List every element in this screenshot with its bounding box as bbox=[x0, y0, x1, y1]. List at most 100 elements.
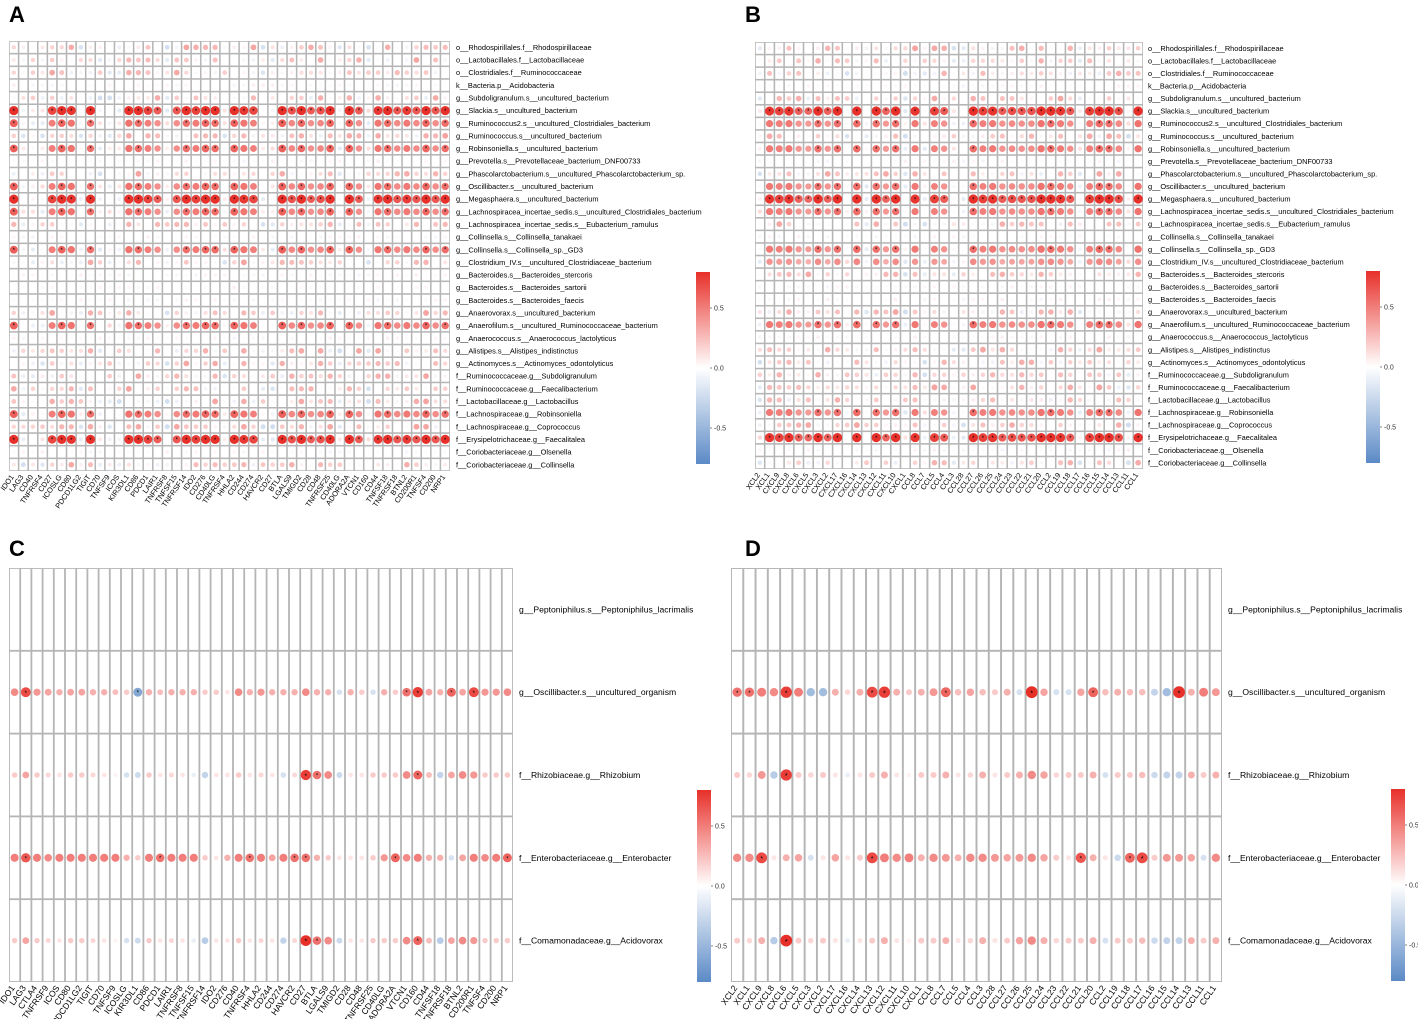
correlation-dot bbox=[146, 424, 150, 429]
correlation-dot bbox=[318, 285, 323, 290]
correlation-dot bbox=[212, 133, 218, 139]
significance-star: * bbox=[856, 147, 859, 153]
correlation-dot bbox=[229, 194, 239, 204]
correlation-dot bbox=[289, 348, 295, 354]
correlation-dot bbox=[280, 374, 285, 379]
correlation-dot bbox=[165, 95, 170, 101]
significance-star: * bbox=[89, 109, 92, 115]
correlation-dot bbox=[144, 182, 152, 190]
correlation-dot bbox=[999, 95, 1005, 102]
correlation-dot bbox=[222, 247, 227, 252]
correlation-dot bbox=[126, 310, 132, 316]
correlation-dot bbox=[57, 119, 66, 128]
correlation-dot bbox=[395, 133, 400, 139]
correlation-dot bbox=[145, 44, 151, 50]
correlation-dot bbox=[175, 336, 179, 340]
correlation-dot bbox=[117, 412, 121, 416]
correlation-dot bbox=[873, 58, 879, 64]
grid-cell bbox=[201, 294, 210, 306]
correlation-dot bbox=[146, 83, 150, 87]
correlation-dot bbox=[88, 399, 93, 404]
grid-cell bbox=[1046, 331, 1055, 343]
correlation-dot bbox=[173, 246, 181, 253]
correlation-dot bbox=[961, 58, 966, 63]
correlation-dot bbox=[337, 386, 342, 391]
correlation-dot bbox=[240, 144, 248, 153]
significance-star: * bbox=[214, 210, 217, 216]
correlation-dot bbox=[757, 71, 762, 76]
correlation-dot bbox=[78, 133, 84, 139]
correlation-dot bbox=[211, 144, 219, 153]
correlation-dot bbox=[317, 119, 324, 127]
correlation-dot bbox=[433, 386, 438, 392]
correlation-dot bbox=[413, 221, 420, 228]
grid-cell bbox=[441, 282, 450, 294]
correlation-dot bbox=[280, 57, 285, 63]
correlation-dot bbox=[774, 106, 784, 116]
grid-cell bbox=[1095, 281, 1104, 293]
correlation-dot bbox=[30, 247, 36, 252]
correlation-dot bbox=[307, 195, 315, 204]
correlation-dot bbox=[12, 298, 16, 302]
correlation-dot bbox=[125, 246, 133, 254]
correlation-dot bbox=[239, 194, 249, 204]
correlation-dot bbox=[213, 450, 217, 454]
correlation-dot bbox=[1087, 46, 1092, 51]
correlation-dot bbox=[135, 423, 142, 430]
correlation-dot bbox=[184, 83, 189, 87]
grid-cell bbox=[441, 67, 450, 79]
correlation-dot bbox=[932, 58, 937, 64]
correlation-dot bbox=[79, 298, 83, 303]
grid-cell bbox=[134, 383, 143, 395]
correlation-dot bbox=[1097, 96, 1102, 101]
correlation-dot bbox=[57, 410, 66, 418]
grid-cell bbox=[163, 282, 172, 294]
correlation-dot bbox=[443, 159, 447, 163]
correlation-dot bbox=[951, 58, 956, 63]
significance-star: * bbox=[300, 109, 303, 115]
correlation-dot bbox=[117, 260, 121, 265]
correlation-dot bbox=[317, 462, 324, 468]
colorbar-tick-label: -0.5 bbox=[714, 426, 726, 433]
grid-cell bbox=[48, 446, 57, 458]
grid-cell bbox=[278, 395, 287, 407]
correlation-dot bbox=[308, 44, 314, 51]
correlation-dot bbox=[902, 70, 908, 76]
correlation-dot bbox=[346, 70, 352, 76]
grid-cell bbox=[1095, 444, 1104, 456]
correlation-dot bbox=[107, 399, 112, 404]
correlation-dot bbox=[758, 134, 762, 138]
grid-cell bbox=[852, 293, 861, 305]
grid-cell bbox=[1124, 243, 1133, 255]
correlation-dot bbox=[222, 235, 227, 239]
correlation-dot bbox=[164, 221, 170, 227]
correlation-dot bbox=[884, 84, 888, 88]
grid-cell bbox=[1114, 55, 1123, 67]
grid-cell bbox=[422, 54, 431, 66]
grid-cell bbox=[794, 218, 803, 230]
correlation-dot bbox=[98, 450, 102, 454]
correlation-dot bbox=[200, 434, 211, 444]
correlation-dot bbox=[184, 273, 189, 277]
correlation-dot bbox=[366, 133, 371, 138]
correlation-dot bbox=[299, 310, 304, 316]
correlation-dot bbox=[375, 70, 381, 75]
significance-star: * bbox=[348, 109, 351, 115]
correlation-dot bbox=[117, 247, 122, 252]
correlation-dot bbox=[308, 399, 314, 404]
grid-cell bbox=[431, 256, 440, 268]
correlation-dot bbox=[88, 336, 93, 340]
correlation-dot bbox=[66, 194, 76, 204]
correlation-dot bbox=[1058, 46, 1063, 51]
correlation-dot bbox=[298, 133, 305, 139]
significance-star: * bbox=[387, 248, 390, 254]
correlation-dot bbox=[59, 235, 64, 239]
grid-cell bbox=[1046, 457, 1055, 469]
grid-cell bbox=[901, 331, 910, 343]
correlation-dot bbox=[786, 71, 792, 76]
correlation-dot bbox=[1056, 120, 1065, 128]
correlation-dot bbox=[88, 361, 93, 366]
correlation-dot bbox=[173, 145, 181, 152]
correlation-dot bbox=[86, 119, 95, 127]
correlation-dot bbox=[40, 146, 45, 151]
